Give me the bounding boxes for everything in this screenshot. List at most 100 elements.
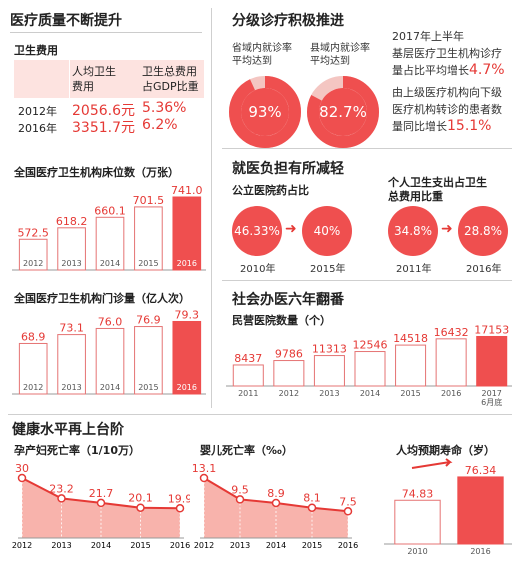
fees-col1-header-line2: 费用 — [72, 80, 94, 93]
x-tick-label: 2017 — [482, 389, 502, 398]
self-pay-title-line1: 个人卫生支出占卫生 — [388, 176, 487, 189]
bar-value-label: 8437 — [234, 352, 262, 365]
bar-2016 — [172, 196, 202, 271]
bar-value-label: 12546 — [353, 339, 388, 352]
note2-line1: 由上级医疗机构向下级 — [392, 86, 502, 99]
bar-2011 — [232, 364, 264, 387]
life-chart-title: 人均预期寿命（岁） — [396, 444, 495, 457]
bar-value-label: 73.1 — [59, 322, 84, 335]
bar-2014 — [95, 327, 125, 395]
bar-value-label: 68.9 — [21, 330, 46, 343]
infant-chart: 13.1 2012 9.5 2013 8.9 2014 8.1 2015 7.5 2016 — [192, 462, 358, 550]
drug-2015-circle: 40% — [302, 206, 352, 256]
data-point-2015 — [307, 503, 317, 512]
tiered-section-title: 分级诊疗积极推进 — [232, 13, 344, 29]
pie2-ring — [307, 76, 379, 148]
x-tick-label: 2013 — [61, 259, 81, 268]
note1-line3: 量占比平均增长4.7% — [392, 62, 505, 79]
point-value-label: 7.5 — [339, 495, 357, 508]
self-year-2016: 2016年 — [466, 264, 502, 275]
note2-line2: 医疗机构转诊的患者数 — [392, 103, 502, 116]
pie2-label-line2: 平均达到 — [310, 56, 350, 67]
beds-chart: 572.5 2012 618.2 2013 660.1 2014 701.5 2015 741.… — [12, 184, 206, 271]
drug-share-title: 公立医院药占比 — [232, 184, 309, 197]
note1-line3-text: 量占比平均增长 — [392, 64, 469, 77]
pie1-value: 93% — [248, 103, 282, 121]
tiered-note1: 2017年上半年 基层医疗卫生机构诊疗 量占比平均增长4.7% — [392, 28, 505, 79]
infant-chart-title: 婴儿死亡率（‰） — [200, 444, 293, 457]
maternal-chart-title: 孕产妇死亡率（1/10万） — [14, 444, 140, 457]
tiered-note2: 由上级医疗机构向下级 医疗机构转诊的患者数 量同比增长15.1% — [392, 84, 502, 135]
tiered-bottom-divider — [222, 148, 512, 149]
data-point-2013 — [235, 495, 245, 504]
self-2016-circle: 28.8% — [458, 206, 508, 256]
data-point-2016 — [343, 507, 353, 516]
bar-value-label: 14518 — [393, 332, 428, 345]
x-tick-label: 2015 — [138, 383, 158, 392]
note1-value: 4.7% — [469, 62, 505, 78]
bar-2012 — [18, 342, 48, 395]
point-value-label: 19.9 — [168, 492, 190, 505]
x-tick-label: 2014 — [266, 541, 286, 550]
point-value-label: 21.7 — [89, 487, 114, 500]
ring-center — [241, 88, 289, 136]
x-tick-label: 2013 — [230, 541, 250, 550]
x-tick-label: 6月底 — [481, 397, 502, 407]
point-value-label: 30 — [15, 462, 29, 475]
fees-row2-per-capita: 3351.7元 — [72, 120, 135, 136]
fees-table-header-bg — [14, 60, 204, 98]
drug-year-2015: 2015年 — [310, 264, 346, 275]
bar-2013 — [57, 227, 86, 271]
visits-chart-title: 全国医疗卫生机构门诊量（亿人次） — [14, 292, 190, 305]
bar-2013 — [313, 355, 345, 387]
bar-2013 — [57, 334, 86, 395]
bar-2016 — [457, 476, 504, 545]
private-hospitals-title: 民营医院数量（个） — [232, 314, 331, 327]
x-tick-label: 2012 — [23, 383, 43, 392]
x-tick-label: 2015 — [400, 389, 420, 398]
fees-row2-gdp-share: 6.2% — [142, 117, 178, 133]
data-point-2015 — [136, 503, 145, 512]
bar-value-label: 76.34 — [465, 464, 497, 477]
social-section-title: 社会办医六年翻番 — [232, 292, 344, 308]
fees-col1-header-line1: 人均卫生 — [72, 65, 116, 78]
data-point-2014 — [96, 498, 106, 508]
x-tick-label: 2016 — [338, 541, 358, 550]
self-2011-circle: 34.8% — [388, 206, 438, 256]
x-tick-label: 2010 — [407, 547, 427, 556]
fees-table-sep — [69, 60, 70, 136]
x-tick-label: 2014 — [91, 541, 111, 550]
quality-section-title: 医疗质量不断提升 — [10, 13, 122, 29]
life-chart: 74.83 2010 76.34 2016 — [384, 458, 512, 556]
data-point-2012 — [199, 473, 209, 483]
fees-row1-per-capita: 2056.6元 — [72, 103, 135, 119]
self-year-2011: 2011年 — [396, 264, 432, 275]
private-hospitals-chart: 8437 2011 9786 2012 11313 2013 12546 2014 14518 2… — [226, 323, 512, 407]
bar-value-label: 618.2 — [56, 215, 88, 228]
beds-chart-title: 全国医疗卫生机构床位数（万张） — [14, 166, 179, 179]
fees-col1-header: 人均卫生 费用 — [72, 64, 116, 94]
data-point-2012 — [17, 473, 27, 483]
bar-2010 — [394, 499, 441, 545]
bar-2014 — [354, 351, 386, 387]
point-value-label: 23.2 — [49, 482, 74, 495]
x-tick-label: 2015 — [302, 541, 322, 550]
note1-line2: 基层医疗卫生机构诊疗 — [392, 47, 502, 60]
note2-line3: 量同比增长15.1% — [392, 118, 502, 135]
x-tick-label: 2016 — [177, 383, 197, 392]
x-tick-label: 2015 — [130, 541, 150, 550]
self-pay-title-line2: 总费用比重 — [388, 190, 443, 203]
pie1-ring — [229, 76, 301, 148]
pie1-label-line2: 平均达到 — [232, 56, 272, 67]
x-tick-label: 2014 — [100, 383, 120, 392]
x-tick-label: 2016 — [177, 259, 197, 268]
bar-2016 — [172, 320, 202, 395]
drug-year-2010: 2010年 — [240, 264, 276, 275]
x-tick-label: 2013 — [61, 383, 81, 392]
point-value-label: 13.1 — [192, 462, 216, 475]
note2-line3-text: 量同比增长 — [392, 120, 447, 133]
fees-col2-header-line2: 占GDP比重 — [142, 80, 199, 93]
bar-value-label: 701.5 — [133, 194, 165, 207]
bar-value-label: 9786 — [275, 348, 303, 361]
self-arrow-icon: ➜ — [441, 221, 453, 237]
